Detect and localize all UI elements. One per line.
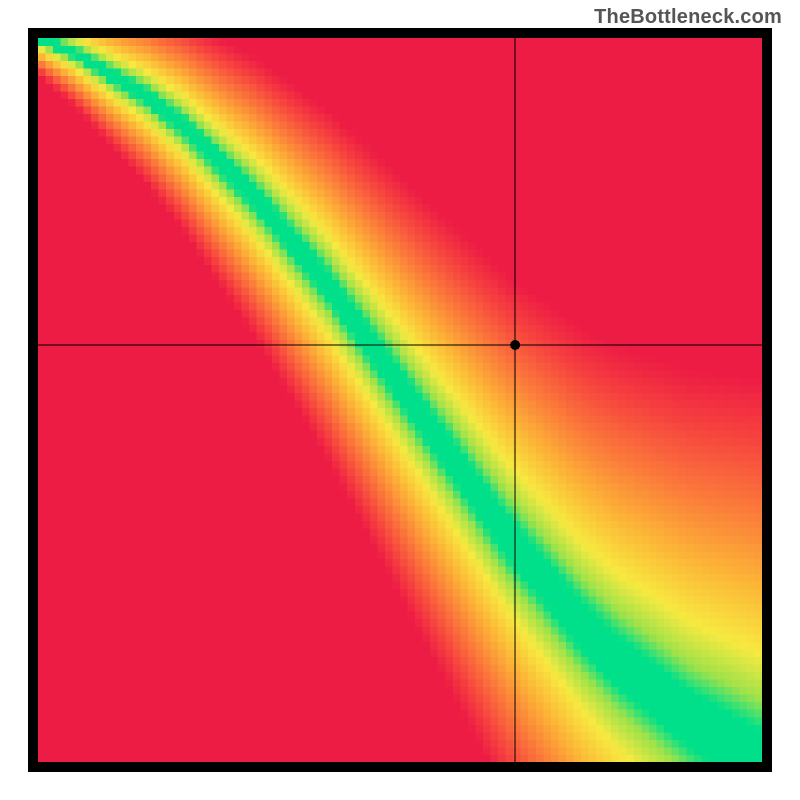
plot-outer-border (28, 28, 772, 772)
root-container: TheBottleneck.com (0, 0, 800, 800)
watermark-text: TheBottleneck.com (594, 6, 782, 29)
heatmap-plot (38, 38, 762, 762)
crosshair-marker (510, 340, 520, 350)
